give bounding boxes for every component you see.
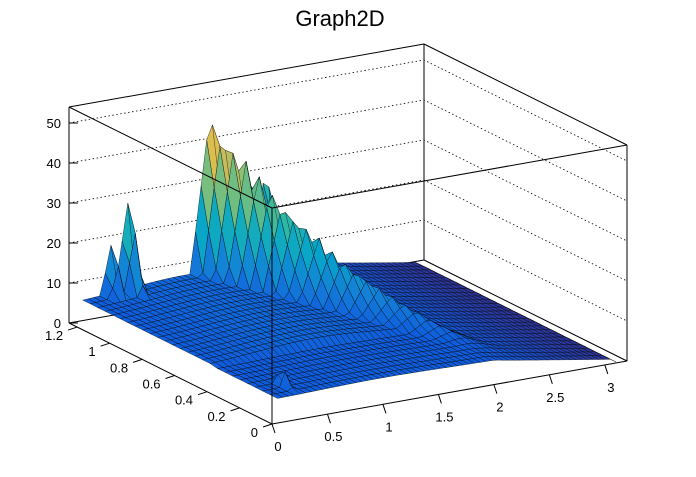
- y-tick: [101, 343, 110, 346]
- x-tick: [383, 404, 386, 413]
- y-tick: [263, 424, 272, 427]
- x-tick-label: 1.5: [435, 409, 453, 424]
- z-tick-label: 30: [47, 196, 61, 211]
- x-tick-label: 3: [607, 380, 614, 395]
- z-axis: 0 10 20 30 40 50: [47, 107, 78, 331]
- y-tick-label: 0.4: [175, 393, 193, 408]
- surface-mesh: [83, 125, 616, 399]
- y-tick: [133, 359, 142, 362]
- frame-edge: [272, 145, 627, 208]
- y-tick-label: 0.2: [207, 409, 225, 424]
- chart-title: Graph2D: [295, 6, 384, 31]
- x-tick-label: 2: [496, 400, 503, 415]
- x-tick: [549, 375, 552, 384]
- x-tick: [494, 385, 497, 394]
- y-tick: [166, 376, 175, 379]
- x-tick: [272, 424, 275, 433]
- y-tick-label: 0.8: [110, 360, 128, 375]
- y-tick-label: 1: [88, 344, 95, 359]
- y-tick-label: 0: [251, 425, 258, 440]
- frame-edge: [69, 44, 424, 107]
- y-tick: [68, 327, 77, 330]
- z-tick-label: 20: [47, 236, 61, 251]
- x-tick: [438, 394, 441, 403]
- y-tick: [198, 392, 207, 395]
- x-tick-label: 2.5: [546, 390, 564, 405]
- z-tick-label: 0: [54, 316, 61, 331]
- z-tick-label: 50: [47, 116, 61, 131]
- x-tick: [605, 365, 608, 374]
- y-tick-label: 0.6: [142, 377, 160, 392]
- x-tick: [327, 414, 330, 423]
- x-tick-label: 0: [274, 439, 281, 454]
- z-grid-line: [69, 100, 627, 201]
- x-tick-label: 0.5: [324, 429, 342, 444]
- y-tick: [231, 408, 240, 411]
- z-tick-label: 10: [47, 276, 61, 291]
- z-grid-line: [69, 140, 627, 241]
- z-tick-label: 40: [47, 156, 61, 171]
- frame-edge: [424, 44, 627, 145]
- frame-edge: [69, 107, 272, 208]
- x-tick-label: 1: [385, 419, 392, 434]
- z-grid-line: [69, 60, 627, 161]
